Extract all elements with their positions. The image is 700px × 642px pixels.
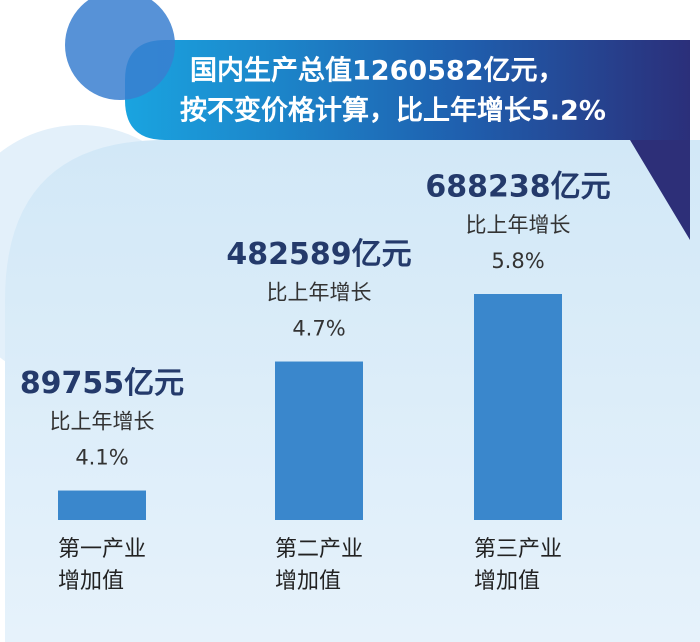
title-line: 国内生产总值1260582亿元，: [190, 56, 565, 87]
category-label: 增加值: [474, 569, 540, 594]
title-line: 按不变价格计算，比上年增长5.2%: [180, 95, 606, 127]
category-label: 增加值: [275, 569, 341, 594]
growth-text: 比上年增长: [267, 281, 372, 305]
bar: [58, 490, 146, 520]
bar: [275, 361, 363, 520]
category-label: 增加值: [58, 569, 124, 594]
growth-label: 4.1%: [75, 446, 128, 470]
value-label: 89755亿元: [20, 366, 184, 401]
value-label: 688238亿元: [425, 170, 610, 205]
decor-circle: [65, 0, 175, 100]
value-label: 482589亿元: [226, 237, 411, 272]
growth-label: 4.7%: [292, 317, 345, 341]
category-label: 第三产业: [474, 537, 562, 562]
category-label: 第一产业: [58, 537, 146, 562]
decor-fold: [630, 140, 690, 240]
bar: [474, 294, 562, 520]
category-label: 第二产业: [275, 537, 363, 562]
growth-label: 5.8%: [491, 249, 544, 273]
growth-text: 比上年增长: [50, 410, 155, 434]
growth-text: 比上年增长: [466, 213, 571, 237]
title-banner: [125, 40, 690, 140]
